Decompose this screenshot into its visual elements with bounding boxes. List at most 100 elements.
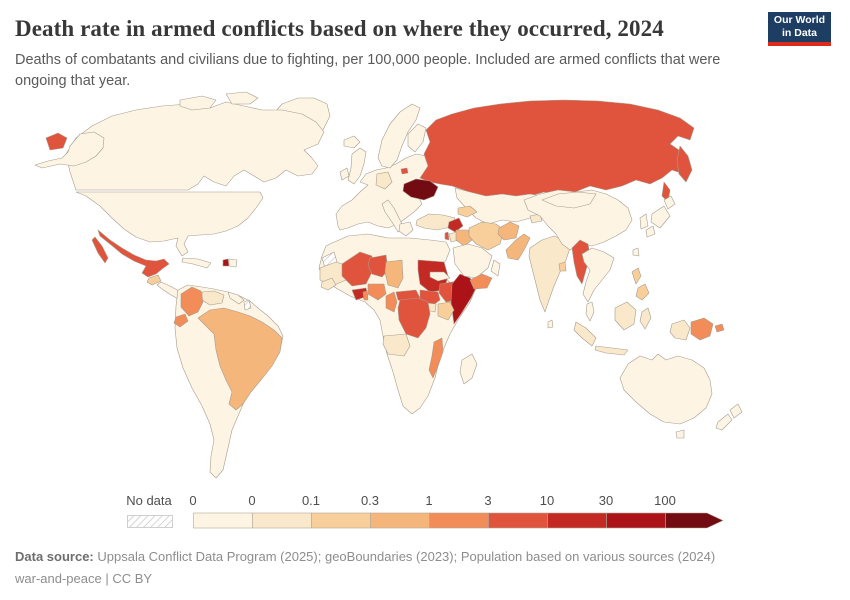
country-indonesia-sumatra[interactable] (573, 321, 597, 347)
country-finland[interactable] (407, 123, 427, 153)
country-thailand-indochina[interactable] (581, 247, 615, 303)
country-taiwan[interactable] (632, 247, 640, 257)
country-bangladesh[interactable] (558, 261, 567, 272)
chart-subtitle: Deaths of combatants and civilians due t… (15, 52, 721, 90)
country-pakistan[interactable] (505, 233, 531, 261)
country-australia[interactable] (619, 353, 713, 425)
legend-bin-8[interactable] (606, 512, 666, 529)
country-iran[interactable] (468, 221, 505, 251)
country-scandinavia[interactable] (377, 103, 421, 169)
data-source-text: Uppsala Conflict Data Program (2025); ge… (93, 549, 716, 564)
country-mongolia[interactable] (541, 191, 597, 209)
country-new-zealand-south[interactable] (715, 413, 733, 431)
country-myanmar[interactable] (571, 239, 591, 285)
country-south-korea[interactable] (639, 213, 649, 230)
country-russia-kamchatka[interactable] (676, 145, 693, 183)
country-united-states[interactable] (75, 191, 264, 257)
legend-tick-8: 100 (654, 493, 676, 508)
country-mexico-baja[interactable] (91, 236, 109, 264)
country-niger[interactable] (367, 254, 389, 278)
country-russia-chukotka[interactable] (45, 132, 68, 151)
country-ireland[interactable] (339, 167, 350, 181)
page-title: Death rate in armed conflicts based on w… (15, 16, 664, 41)
country-papua-new-guinea-new-britain[interactable] (714, 323, 725, 333)
country-malay-peninsula[interactable] (585, 301, 595, 322)
legend-tick-7: 30 (598, 493, 614, 508)
legend-tick-5: 3 (484, 493, 492, 508)
license-line[interactable]: war-and-peace | CC BY (15, 570, 153, 586)
country-germany[interactable] (375, 171, 393, 190)
data-source-label: Data source: (15, 549, 94, 564)
country-brazil[interactable] (197, 307, 283, 411)
legend-bin-6[interactable] (488, 512, 548, 529)
country-eritrea[interactable] (429, 271, 451, 282)
country-mali[interactable] (341, 251, 373, 287)
legend-bin-2[interactable] (252, 512, 312, 529)
country-israel[interactable] (444, 231, 450, 241)
country-japan-kyushu[interactable] (645, 225, 656, 238)
legend-no-data-swatch[interactable] (127, 515, 173, 533)
country-iceland[interactable] (343, 135, 361, 149)
country-iraq[interactable] (455, 229, 473, 247)
country-cameroon[interactable] (385, 291, 398, 313)
legend-tick-0: 0 (189, 493, 197, 508)
country-angola[interactable] (382, 333, 411, 357)
owid-logo[interactable]: Our World in Data (768, 12, 831, 46)
country-western-sahara[interactable] (321, 251, 338, 269)
country-philippines-mindanao[interactable] (635, 283, 650, 301)
country-kenya[interactable] (437, 301, 455, 321)
country-canada[interactable] (65, 101, 325, 191)
country-guinea[interactable] (320, 277, 337, 291)
country-caucasus[interactable] (457, 205, 478, 218)
legend-bin-3[interactable] (311, 512, 371, 529)
country-indonesia-sulawesi[interactable] (639, 307, 652, 330)
country-nigeria[interactable] (367, 283, 387, 301)
country-chad[interactable] (384, 259, 404, 289)
world-choropleth-map (30, 88, 820, 486)
country-united-kingdom[interactable] (347, 147, 367, 185)
country-guatemala[interactable] (146, 274, 162, 286)
legend-bin-1[interactable] (193, 512, 253, 529)
country-japan-honshu[interactable] (650, 205, 671, 229)
country-madagascar[interactable] (459, 353, 478, 385)
country-greece[interactable] (398, 221, 414, 237)
country-afghanistan[interactable] (497, 221, 520, 241)
legend-bin-9[interactable] (665, 512, 724, 529)
owid-logo-accent (768, 42, 831, 46)
legend-bin-4[interactable] (370, 512, 430, 529)
country-china[interactable] (523, 189, 633, 251)
legend-bin-5[interactable] (429, 512, 489, 529)
country-democratic-republic-of-congo[interactable] (397, 297, 431, 339)
country-sri-lanka[interactable] (547, 319, 554, 329)
legend-bin-7[interactable] (547, 512, 607, 529)
country-mozambique[interactable] (428, 337, 444, 379)
country-canada-arctic-2[interactable] (225, 91, 259, 105)
country-guyana-suriname[interactable] (227, 291, 245, 305)
country-benin[interactable] (362, 290, 369, 301)
country-ukraine[interactable] (402, 178, 439, 201)
country-russia[interactable] (419, 99, 695, 201)
country-oman[interactable] (490, 259, 501, 277)
country-philippines-luzon[interactable] (631, 267, 642, 285)
country-cuba[interactable] (181, 257, 212, 269)
country-australia-tasmania[interactable] (675, 429, 685, 439)
country-papua-new-guinea[interactable] (690, 317, 714, 341)
country-india[interactable] (528, 235, 571, 313)
country-yemen[interactable] (469, 273, 493, 290)
country-indonesia-borneo[interactable] (614, 301, 637, 331)
country-ecuador[interactable] (173, 313, 189, 328)
country-canada-arctic-1[interactable] (179, 95, 217, 111)
country-haiti[interactable] (222, 258, 230, 267)
country-new-zealand-north[interactable] (729, 403, 743, 419)
country-indonesia-west-new-guinea[interactable] (669, 319, 691, 341)
country-mexico[interactable] (97, 229, 170, 278)
country-saudi-arabia[interactable] (452, 243, 493, 279)
country-russia-kaliningrad[interactable] (400, 167, 409, 175)
country-french-guiana[interactable] (243, 299, 252, 311)
country-colombia[interactable] (180, 286, 204, 317)
country-united-states-alaska[interactable] (34, 131, 105, 169)
country-japan-hokkaido[interactable] (663, 195, 676, 210)
country-dominican-republic[interactable] (228, 258, 238, 268)
country-indonesia-java[interactable] (594, 345, 629, 356)
country-syria[interactable] (447, 217, 464, 233)
